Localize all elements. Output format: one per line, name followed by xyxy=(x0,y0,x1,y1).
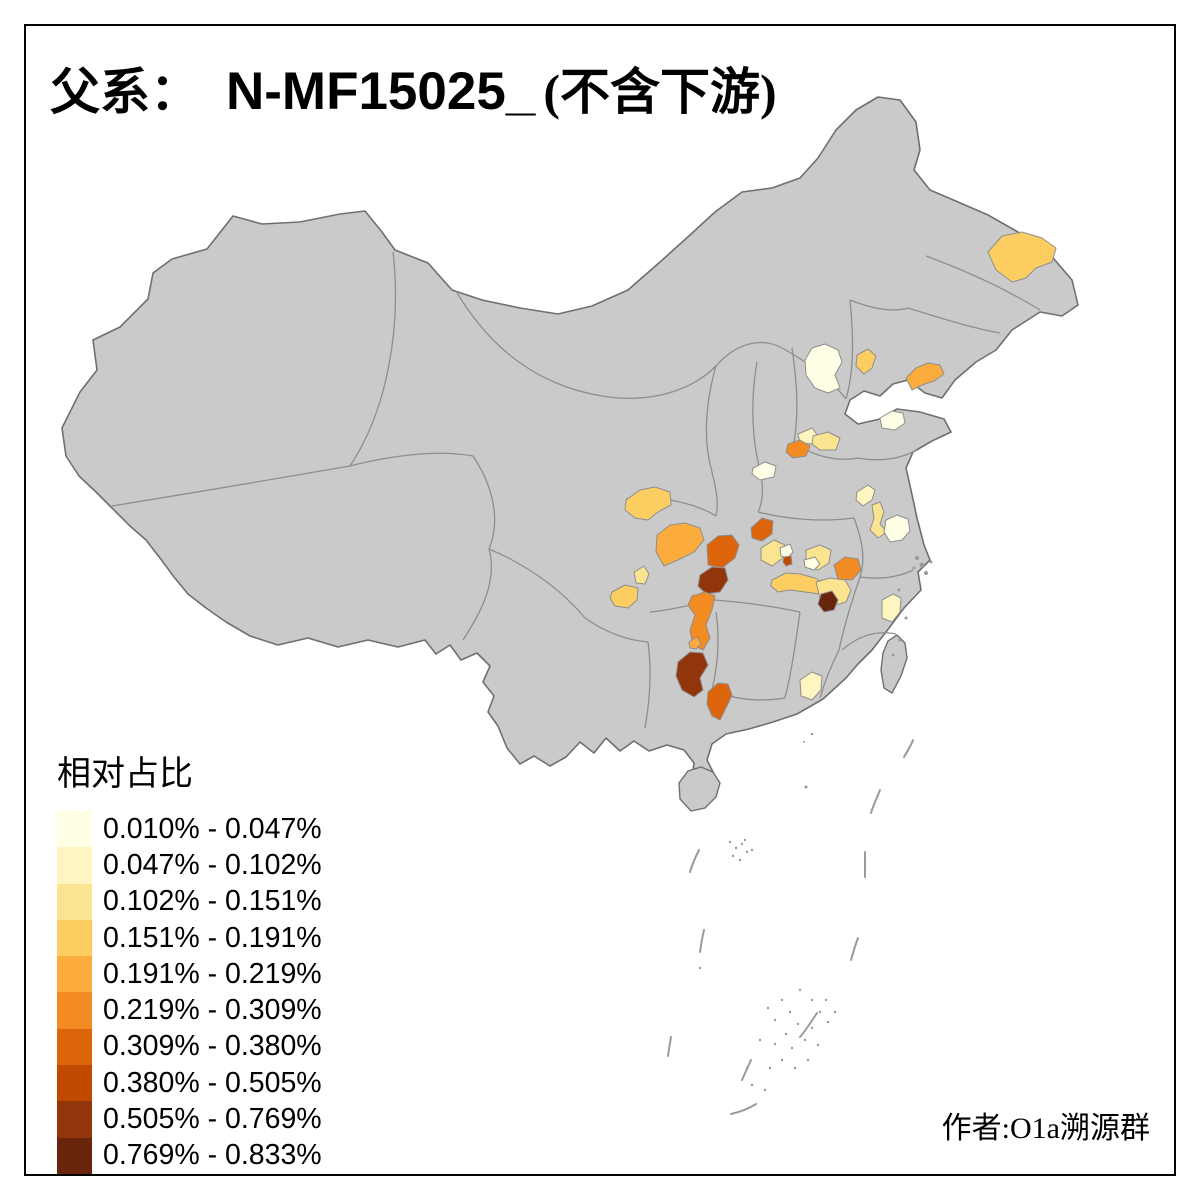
region-heilongjiang xyxy=(987,231,1057,283)
legend-row: 0.010% - 0.047% xyxy=(57,811,322,848)
legend-label: 0.309% - 0.380% xyxy=(103,1030,322,1063)
region-beijing xyxy=(804,343,843,394)
region-guangzhou xyxy=(799,671,823,701)
region-liaodong xyxy=(905,362,945,391)
region-yibin xyxy=(609,584,639,609)
region-jiangsu-coast xyxy=(883,514,911,543)
legend-row: 0.769% - 0.833% xyxy=(57,1137,322,1174)
legend-label: 0.505% - 0.769% xyxy=(103,1103,322,1136)
legend-row: 0.505% - 0.769% xyxy=(57,1101,322,1138)
legend-swatch xyxy=(57,956,92,993)
nine-dash-line xyxy=(667,739,914,1115)
region-wuling-strip xyxy=(687,591,716,651)
legend-label: 0.380% - 0.505% xyxy=(103,1066,322,1099)
legend-swatch xyxy=(57,919,92,957)
legend-label: 0.219% - 0.309% xyxy=(103,994,322,1027)
legend-swatch xyxy=(57,1101,92,1138)
region-sichuan-northeast xyxy=(655,522,705,567)
region-ankang xyxy=(750,517,774,542)
coastal-islet-dots xyxy=(803,556,933,789)
attribution-text: 作者:O1a溯源群 xyxy=(941,1112,1150,1145)
legend-rows: 0.010% - 0.047% 0.047% - 0.102% 0.102% - 0… xyxy=(57,811,322,1174)
legend-label: 0.010% - 0.047% xyxy=(103,812,322,845)
china-mainland-outline xyxy=(61,96,1079,789)
region-shanxi-south xyxy=(751,461,777,481)
legend-label: 0.769% - 0.833% xyxy=(103,1139,322,1172)
region-hebei-south-east xyxy=(811,431,841,451)
region-xiangyang xyxy=(779,543,794,559)
region-guilin xyxy=(706,682,733,721)
region-jiangxi-north xyxy=(817,590,839,613)
region-handan xyxy=(785,439,811,459)
legend-label: 0.151% - 0.191% xyxy=(103,921,322,954)
region-chongqing xyxy=(706,534,740,569)
legend-label: 0.102% - 0.151% xyxy=(103,885,322,918)
legend-swatch xyxy=(57,1137,92,1174)
region-hubei-southwest xyxy=(697,566,729,595)
legend-row: 0.380% - 0.505% xyxy=(57,1065,322,1102)
legend-swatch xyxy=(57,811,92,848)
region-guizhou-central xyxy=(675,651,709,698)
legend-swatch xyxy=(57,1028,92,1066)
title-suffix: (不含下游) xyxy=(543,64,777,120)
region-jiangsu-north xyxy=(855,484,876,507)
legend-swatch xyxy=(57,847,92,884)
legend-label: 0.191% - 0.219% xyxy=(103,957,322,990)
legend-row: 0.047% - 0.102% xyxy=(57,847,322,884)
region-nanyang xyxy=(760,539,786,567)
legend-swatch xyxy=(57,992,92,1029)
legend-swatch xyxy=(57,1065,92,1102)
legend-row: 0.309% - 0.380% xyxy=(57,1028,322,1066)
region-tangshan xyxy=(855,348,877,375)
legend-row: 0.191% - 0.219% xyxy=(57,956,322,993)
title-prefix: 父系： xyxy=(50,64,200,120)
region-leshan xyxy=(633,565,650,585)
region-shandong-north xyxy=(879,410,906,431)
title-haplogroup-code: N-MF15025_ xyxy=(226,62,536,121)
plot-border-frame xyxy=(24,24,1176,1176)
legend-label: 0.047% - 0.102% xyxy=(103,848,322,881)
legend-row: 0.102% - 0.151% xyxy=(57,883,322,920)
region-hubei-east xyxy=(803,556,821,571)
region-zhejiang-central xyxy=(881,593,902,623)
region-hanzhong xyxy=(624,486,672,521)
region-hubei-small xyxy=(782,555,793,567)
legend-row: 0.219% - 0.309% xyxy=(57,992,322,1029)
legend-row: 0.151% - 0.191% xyxy=(57,919,322,957)
legend: 相对占比 0.010% - 0.047% 0.047% - 0.102% 0.102… xyxy=(57,746,322,1174)
colored-regions xyxy=(609,231,1057,721)
hainan-island xyxy=(678,766,721,812)
region-guizhou-north xyxy=(688,636,702,650)
legend-title: 相对占比 xyxy=(57,756,193,793)
page-title: 父系： N-MF15025_ (不含下游) xyxy=(50,52,777,124)
legend-swatch xyxy=(57,883,92,920)
